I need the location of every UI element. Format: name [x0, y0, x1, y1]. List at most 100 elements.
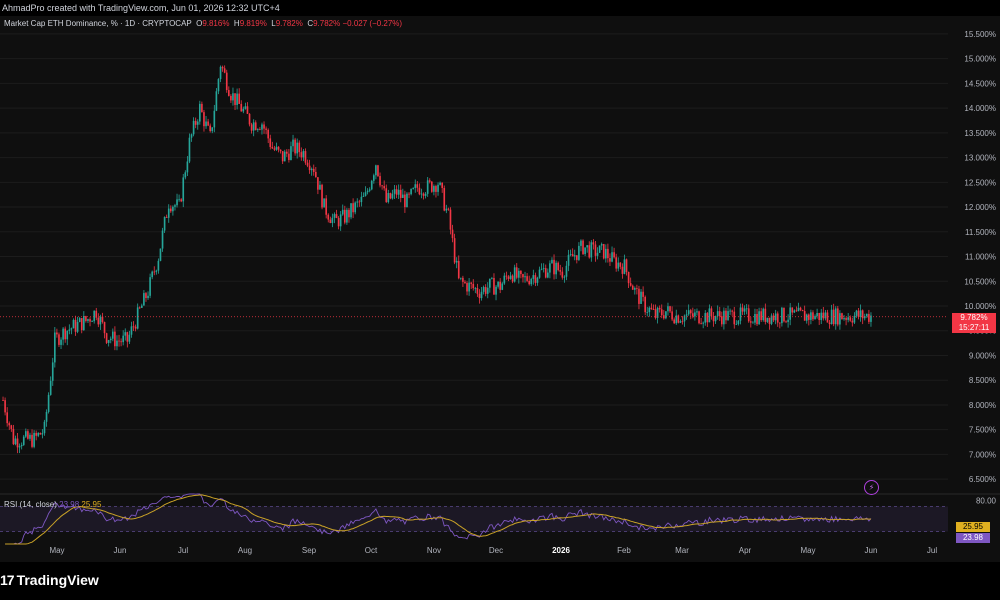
candle-body	[16, 438, 19, 448]
candle-body	[238, 93, 241, 104]
y-tick-label: 11.000%	[965, 253, 996, 262]
candle-body	[426, 180, 429, 194]
candle-body	[279, 149, 282, 152]
candle-body	[101, 316, 104, 323]
candle-body	[633, 288, 636, 290]
candle-body	[153, 271, 156, 273]
candle-body	[136, 307, 139, 329]
candle-body	[685, 314, 688, 316]
candle-body	[439, 182, 441, 185]
candle-body	[462, 277, 464, 282]
candle-body	[329, 219, 332, 224]
candle-body	[571, 254, 574, 257]
candle-body	[459, 277, 462, 279]
candle-body	[114, 331, 116, 347]
x-tick-label: Nov	[427, 546, 441, 555]
candle-body	[288, 153, 290, 161]
candle-body	[435, 186, 437, 192]
candle-body	[62, 328, 64, 340]
candle-body	[534, 275, 537, 283]
y-tick-label: 13.500%	[964, 129, 996, 138]
rsi-ma-tag: 25.95	[956, 522, 990, 532]
candle-body	[737, 320, 740, 324]
candle-body	[536, 277, 539, 283]
y-tick-label: 14.500%	[964, 79, 996, 88]
candle-body	[785, 321, 787, 323]
candle-body	[596, 252, 599, 256]
candle-body	[820, 312, 823, 321]
candle-body	[870, 315, 872, 322]
symbol-title: Market Cap ETH Dominance, % · 1D · CRYPT…	[4, 19, 192, 28]
candle-body	[120, 341, 122, 343]
candle-body	[335, 214, 338, 219]
candle-body	[29, 434, 31, 439]
candle-body	[368, 189, 371, 191]
candle-body	[225, 72, 228, 91]
candle-body	[331, 217, 334, 224]
x-tick-label: Feb	[617, 546, 631, 555]
brand-logo: 17 TradingView	[0, 572, 99, 588]
candle-body	[812, 312, 814, 320]
candle-body	[343, 209, 346, 223]
candle-body	[404, 194, 406, 208]
price-chart[interactable]: 6.500%7.000%7.500%8.000%8.500%9.000%9.50…	[0, 16, 1000, 562]
candle-body	[546, 272, 549, 278]
candle-body	[696, 311, 698, 313]
candle-body	[507, 276, 510, 279]
candle-body	[437, 184, 439, 192]
x-tick-label: Apr	[739, 546, 752, 555]
candle-body	[549, 263, 551, 273]
candle-body	[364, 192, 367, 196]
candle-body	[660, 309, 663, 316]
candle-body	[167, 208, 170, 218]
candle-body	[360, 196, 363, 203]
candle-body	[300, 152, 303, 158]
y-tick-label: 8.000%	[969, 401, 996, 410]
candle-body	[414, 184, 417, 189]
x-tick-label: Jun	[114, 546, 127, 555]
candle-body	[540, 268, 543, 270]
candle-body	[180, 199, 183, 202]
candle-body	[372, 175, 375, 181]
tradingview-logo-icon: 17	[0, 572, 15, 588]
y-tick-label: 9.000%	[969, 351, 996, 360]
candle-body	[219, 66, 222, 80]
x-tick-label: 2026	[552, 546, 570, 555]
candle-body	[424, 193, 427, 196]
candle-body	[196, 121, 199, 125]
x-tick-label: Jul	[927, 546, 937, 555]
x-tick-label: Jul	[178, 546, 188, 555]
candle-body	[285, 151, 288, 154]
candle-body	[277, 146, 280, 150]
candle-body	[281, 151, 284, 162]
candle-body	[116, 340, 118, 347]
candle-body	[851, 320, 854, 323]
lightning-icon[interactable]: ⚡	[864, 480, 879, 495]
y-tick-label: 15.500%	[964, 30, 996, 39]
candle-body	[341, 209, 344, 215]
candle-body	[455, 260, 458, 263]
candle-body	[97, 317, 100, 325]
candle-body	[130, 326, 133, 335]
candle-body	[422, 193, 425, 196]
y-tick-label: 7.500%	[969, 426, 996, 435]
candle-body	[575, 255, 578, 260]
x-tick-label: May	[800, 546, 815, 555]
candle-body	[234, 93, 236, 105]
candle-body	[408, 193, 410, 195]
candle-body	[2, 400, 4, 401]
candle-body	[76, 322, 79, 332]
candle-body	[205, 121, 207, 127]
candle-body	[6, 412, 9, 424]
candle-body	[244, 106, 247, 109]
candle-body	[327, 214, 330, 220]
candle-body	[855, 310, 858, 316]
candle-body	[592, 242, 595, 245]
candle-body	[333, 214, 336, 218]
close-value: 9.782%	[313, 19, 341, 28]
candle-body	[598, 245, 601, 253]
candle-body	[82, 316, 85, 331]
candle-body	[269, 138, 272, 147]
candle-body	[312, 168, 315, 172]
candle-body	[157, 260, 160, 271]
